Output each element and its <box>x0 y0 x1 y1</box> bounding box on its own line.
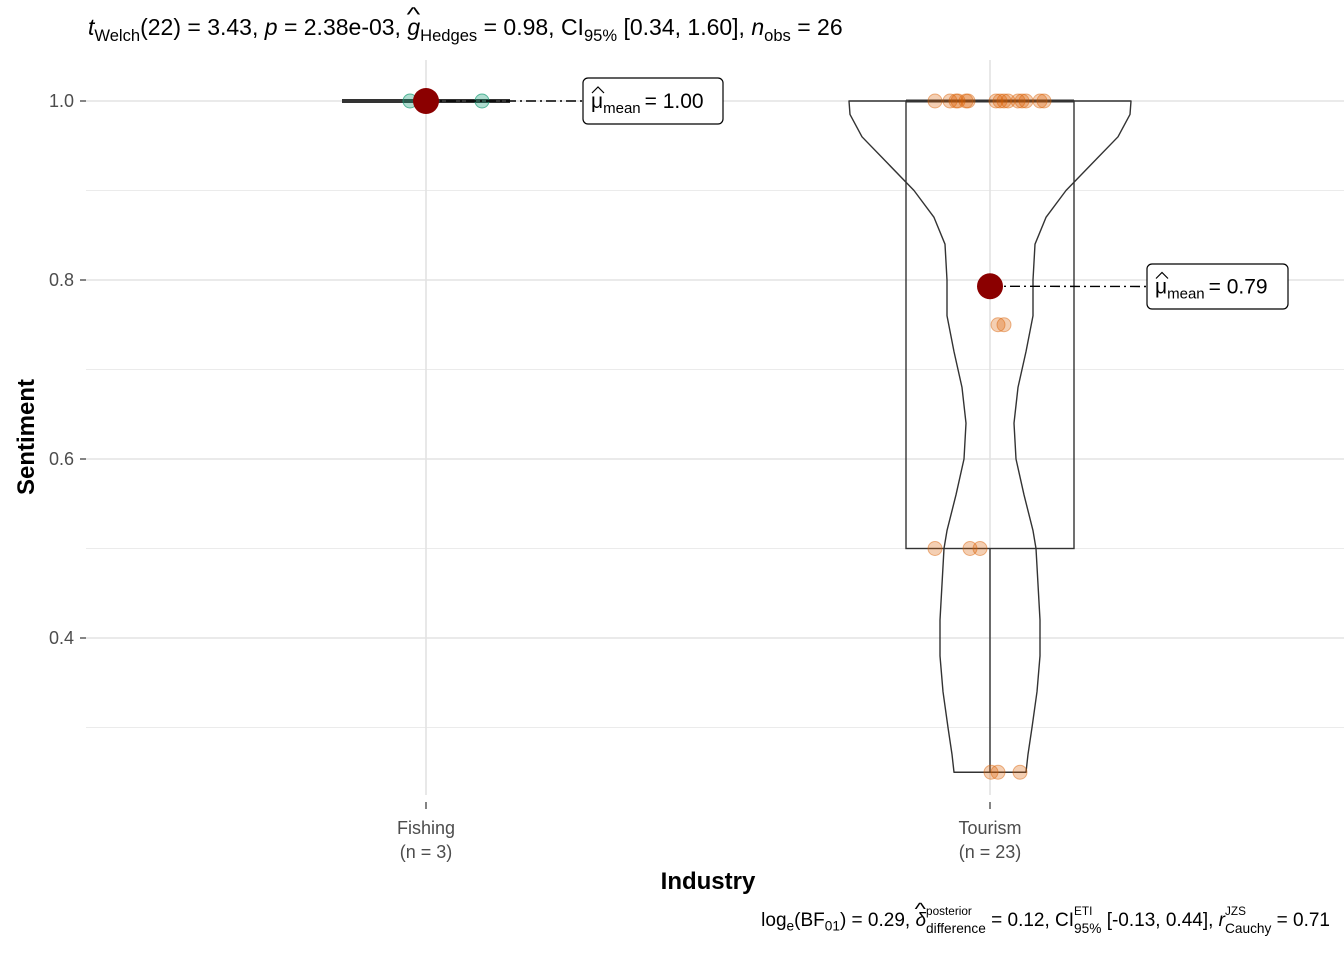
grid-lines <box>86 60 1344 795</box>
mean-point <box>977 273 1003 300</box>
mean-point <box>413 88 439 114</box>
chart-caption-bayes: loge(BF01) = 0.29, δposteriordifference … <box>761 905 1330 936</box>
tourism-data-point <box>1014 93 1030 109</box>
tourism-data-point <box>927 93 943 109</box>
tourism-data-point <box>1010 93 1026 109</box>
x-tick-label: Fishing <box>397 818 455 838</box>
r-symbol: r <box>1218 909 1225 931</box>
delta-scripts: posterior difference <box>926 905 986 936</box>
tourism-data-point <box>1032 93 1048 109</box>
y-tick-label: 0.8 <box>49 270 74 290</box>
data-points <box>402 93 1052 780</box>
boxplots <box>905 99 1075 773</box>
delta-superscript: posterior <box>926 905 972 918</box>
tourism-data-point <box>1036 93 1052 109</box>
axes: 0.4 0.6 0.8 1.0 Sentiment Fishing (n = 3) Touri… <box>13 91 1022 895</box>
ci-value: [0.34, 1.60], <box>623 14 745 40</box>
delta-subscript: difference <box>926 920 986 936</box>
tourism-violin <box>848 100 1132 773</box>
x-tick-count-label: (n = 23) <box>959 842 1022 862</box>
t-statistic: (22) = 3.43, <box>140 14 259 40</box>
tourism-data-point <box>990 317 1006 333</box>
tourism-data-point <box>990 764 1006 780</box>
r-value: = 0.71 <box>1276 909 1330 931</box>
mean-label-box <box>1146 263 1289 310</box>
log-subscript: e <box>786 918 795 934</box>
x-tick-count-label: (n = 3) <box>400 842 453 862</box>
y-tick-label: 0.6 <box>49 449 74 469</box>
r-subscript: Cauchy <box>1225 920 1272 936</box>
chart-subtitle-stats: tWelch(22) = 3.43, p = 2.38e-03, gHedges… <box>88 14 843 46</box>
bf-subscript: 01 <box>824 918 840 934</box>
ci-subscript: 95% <box>1074 920 1102 936</box>
delta-value: = 0.12, CI <box>991 909 1075 931</box>
ci-value: [-0.13, 0.44], <box>1106 909 1214 931</box>
x-tick-label: Tourism <box>958 818 1021 838</box>
r-superscript: JZS <box>1225 905 1246 918</box>
tourism-data-point <box>988 93 1004 109</box>
tourism-data-point <box>950 93 966 109</box>
ci-subscript: 95% <box>583 25 618 45</box>
tourism-data-point <box>972 541 988 556</box>
g-subscript: Hedges <box>420 25 478 45</box>
bf-text: (BF <box>794 909 825 931</box>
mean-label-text: μmean = 1.00 <box>591 90 704 117</box>
bf-value: ) = 0.29, <box>839 909 911 931</box>
violins <box>342 99 1132 773</box>
tourism-data-point <box>948 93 964 109</box>
tourism-data-point <box>1012 764 1028 780</box>
tourism-data-point <box>992 93 1008 109</box>
hat-icon <box>1155 271 1169 279</box>
effect-size: = 0.98, CI <box>483 14 584 40</box>
n-value: = 26 <box>797 14 843 40</box>
tourism-data-point <box>942 93 958 109</box>
y-tick-label: 0.4 <box>49 628 74 648</box>
y-tick-label: 1.0 <box>49 91 74 111</box>
p-value: = 2.38e-03, <box>283 14 401 40</box>
tourism-data-point <box>1018 93 1034 109</box>
tourism-data-point <box>958 93 974 109</box>
p-symbol: p <box>264 14 278 40</box>
t-symbol: t <box>88 14 95 40</box>
hat-icon <box>591 86 605 94</box>
tourism-data-point <box>962 541 978 556</box>
tourism-data-point <box>1000 93 1016 109</box>
x-axis-title: Industry <box>661 868 756 895</box>
mean-label-text: μmean = 0.79 <box>1155 276 1268 303</box>
r-scripts: JZS Cauchy <box>1225 905 1272 936</box>
g-symbol: g <box>407 14 420 41</box>
log-text: log <box>761 909 787 931</box>
tourism-data-point <box>927 541 943 556</box>
ci-superscript: ETI <box>1074 905 1093 918</box>
tourism-data-point <box>996 93 1012 109</box>
tourism-data-point <box>996 317 1012 333</box>
n-symbol: n <box>751 14 765 40</box>
tourism-data-point <box>960 93 976 109</box>
mean-markers: μmean = 1.00 μmean = 0.79 <box>413 77 1289 310</box>
n-subscript: obs <box>764 25 791 45</box>
tourism-data-point <box>983 764 999 780</box>
mean-label-box <box>582 77 724 125</box>
t-subscript: Welch <box>94 25 141 45</box>
y-axis-title: Sentiment <box>13 379 40 495</box>
ci-scripts: ETI 95% <box>1074 905 1102 936</box>
delta-symbol: δ <box>915 910 926 932</box>
